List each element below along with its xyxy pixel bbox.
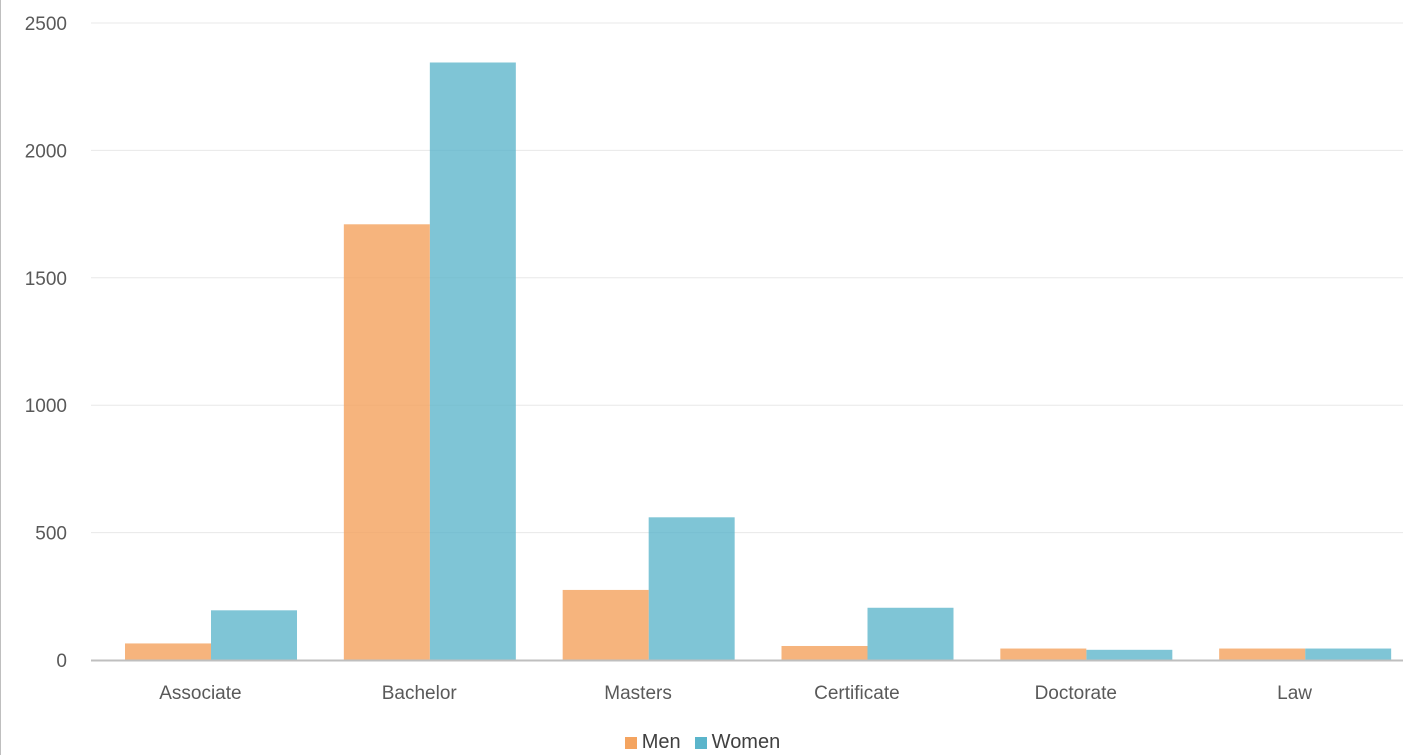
legend-label-men: Men xyxy=(641,731,681,753)
legend-label-women: Women xyxy=(711,731,781,753)
y-tick-label-500: 500 xyxy=(35,524,67,545)
bar-women-bachelor xyxy=(429,62,516,660)
x-tick-label-associate: Associate xyxy=(159,683,241,704)
bar-men-masters xyxy=(562,589,649,660)
x-tick-label-masters: Masters xyxy=(604,683,672,704)
y-tick-label-2500: 2500 xyxy=(25,14,67,35)
bar-women-masters xyxy=(648,517,735,660)
y-tick-label-0: 0 xyxy=(56,651,67,672)
bar-men-doctorate xyxy=(1000,648,1087,660)
bar-men-certificate xyxy=(781,645,868,660)
bar-men-bachelor xyxy=(343,224,430,661)
legend: Men Women xyxy=(1,730,1403,755)
bar-men-law xyxy=(1219,648,1306,660)
x-tick-label-bachelor: Bachelor xyxy=(382,683,458,704)
legend-swatch-men xyxy=(624,736,637,749)
x-tick-label-certificate: Certificate xyxy=(814,683,900,704)
legend-entry-women: Women xyxy=(694,731,781,754)
bar-women-associate xyxy=(211,610,297,660)
legend-entry-men: Men xyxy=(624,731,681,754)
bar-men-associate xyxy=(125,643,211,660)
bar-women-doctorate xyxy=(1086,649,1173,660)
legend-swatch-women xyxy=(694,736,707,749)
y-tick-label-2000: 2000 xyxy=(25,141,67,162)
x-tick-label-law: Law xyxy=(1277,683,1312,704)
bar-women-certificate xyxy=(867,607,954,660)
x-tick-label-doctorate: Doctorate xyxy=(1035,683,1117,704)
bar-women-law xyxy=(1305,648,1392,660)
y-tick-label-1500: 1500 xyxy=(25,269,67,290)
bar-chart: 0 500 1000 1500 2000 2500 Associate Bachelor Mas… xyxy=(25,14,1403,704)
y-tick-label-1000: 1000 xyxy=(25,396,67,417)
